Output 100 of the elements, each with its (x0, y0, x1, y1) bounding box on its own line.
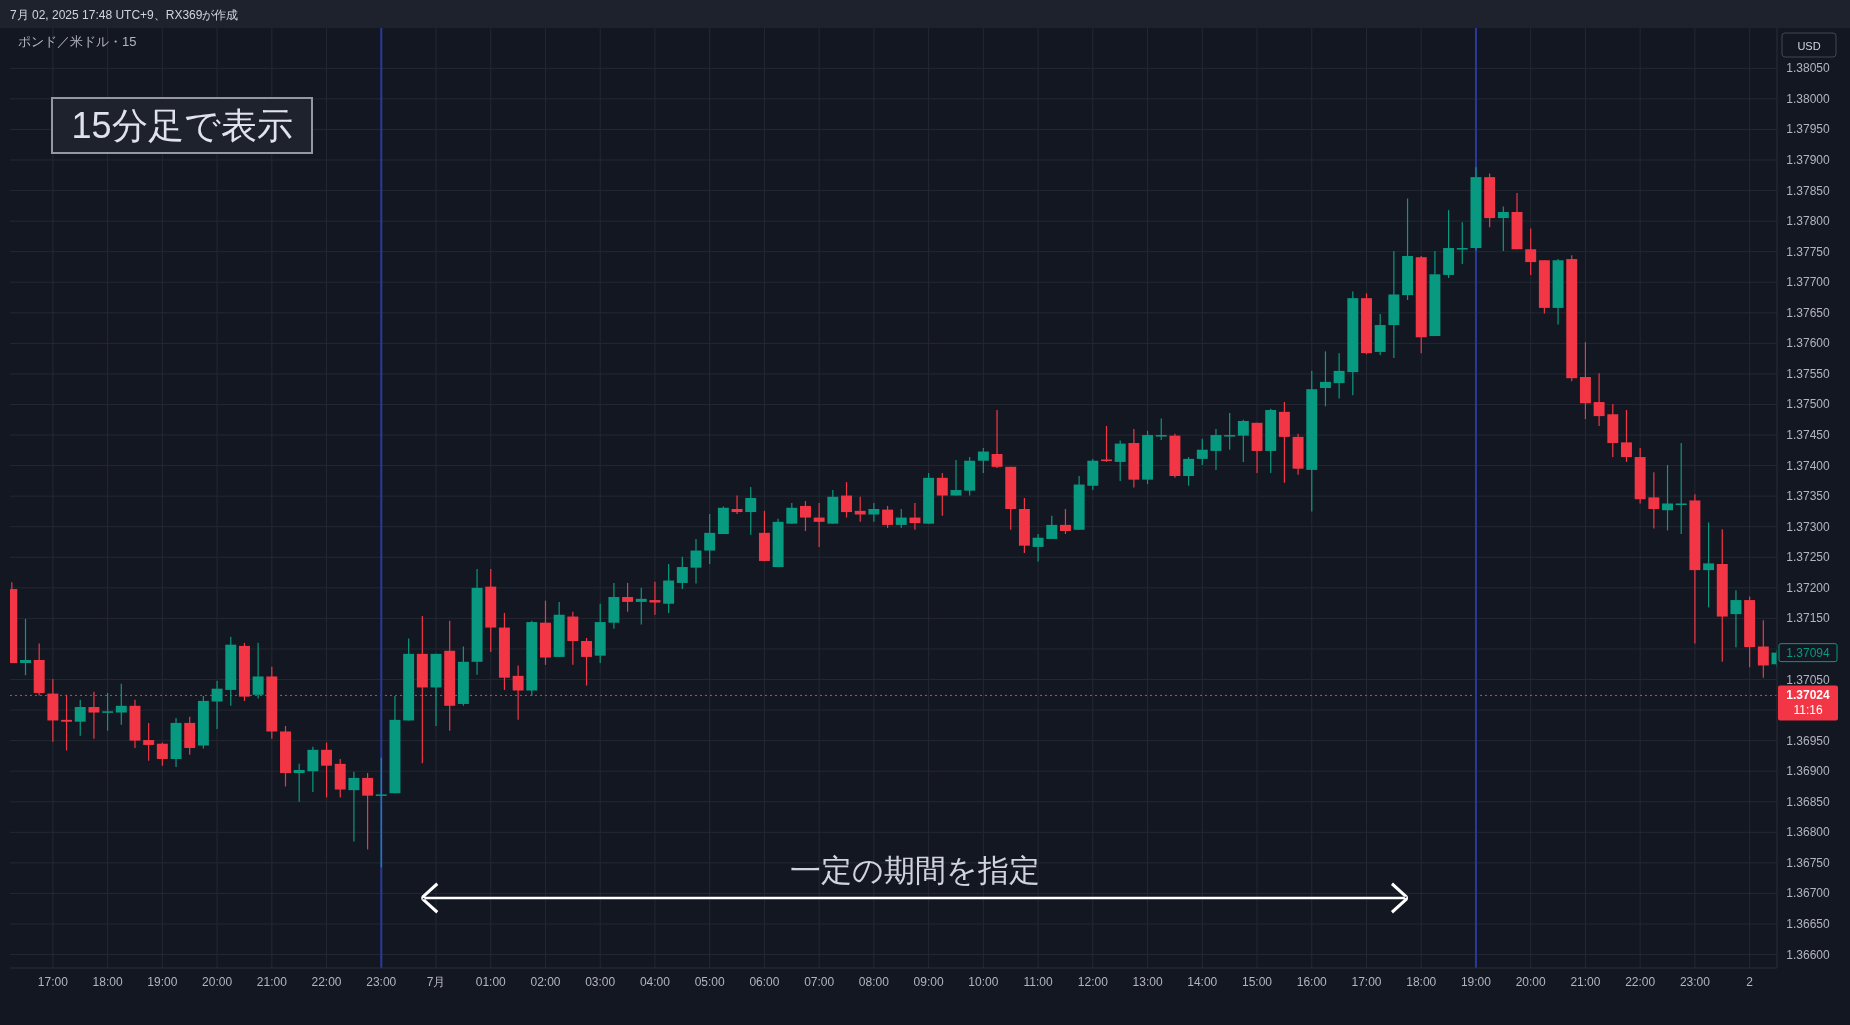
x-tick-label: 07:00 (804, 975, 835, 989)
candlestick (882, 505, 894, 529)
candlestick (1593, 372, 1605, 427)
candlestick (1032, 533, 1044, 563)
y-tick-label: 1.37800 (1786, 214, 1831, 229)
y-tick-label: 1.37950 (1786, 122, 1831, 137)
x-tick-label: 13:00 (1132, 975, 1163, 989)
x-tick-label: 04:00 (639, 975, 671, 989)
candlestick (1703, 521, 1715, 608)
candlestick (1497, 205, 1509, 252)
candlestick (1456, 221, 1468, 265)
x-tick-label: 20:00 (202, 975, 233, 989)
candlestick (731, 494, 743, 515)
y-tick-label: 1.36750 (1786, 855, 1831, 870)
x-tick-label: 22:00 (311, 975, 342, 989)
y-tick-label: 1.37550 (1786, 366, 1831, 381)
candlestick (1333, 352, 1345, 399)
x-tick-label: 01:00 (475, 975, 507, 989)
candlestick (1101, 425, 1112, 463)
candlestick (348, 771, 360, 843)
y-tick-label: 1.38050 (1786, 61, 1831, 76)
x-tick-label: 21:00 (1570, 975, 1601, 989)
candlestick (293, 763, 305, 803)
x-tick-label: 12:00 (1077, 975, 1109, 989)
x-tick-label: 7月 (426, 975, 446, 989)
candlestick (950, 459, 962, 497)
candlestick (102, 692, 114, 732)
candlestick (936, 472, 948, 517)
y-tick-label: 1.37400 (1786, 458, 1831, 473)
x-tick-label: 15:00 (1242, 975, 1273, 989)
x-tick-label: 06:00 (749, 975, 780, 989)
candlestick (1525, 227, 1537, 276)
y-tick-label: 1.38000 (1786, 91, 1831, 106)
candlestick (909, 502, 921, 531)
y-tick-label: 1.36600 (1786, 947, 1831, 962)
y-tick-label: 1.36800 (1786, 825, 1831, 840)
y-tick-label: 1.37200 (1786, 580, 1831, 595)
x-tick-label: 19:00 (147, 975, 178, 989)
y-tick-label: 1.36900 (1786, 764, 1831, 779)
x-tick-label: 05:00 (694, 975, 726, 989)
x-tick-label: 20:00 (1515, 975, 1547, 989)
candlestick (1155, 417, 1167, 441)
y-tick-label: 1.37450 (1786, 428, 1831, 443)
candlestick (1196, 438, 1208, 466)
x-tick-label: 17:00 (37, 975, 69, 989)
candlestick (813, 502, 825, 548)
x-tick-label: 16:00 (1296, 975, 1328, 989)
x-tick-label: 03:00 (585, 975, 616, 989)
y-tick-label: 1.37150 (1786, 611, 1831, 626)
y-tick-label: 1.37350 (1786, 489, 1831, 504)
candlestick (211, 680, 223, 730)
x-tick-label: 10:00 (968, 975, 999, 989)
x-tick-label: 23:00 (1679, 975, 1711, 989)
candlestick (841, 481, 852, 519)
candlestick (581, 637, 593, 687)
candlestick (1183, 456, 1195, 487)
x-tick-label: 08:00 (858, 975, 890, 989)
y-tick-label: 1.36850 (1786, 794, 1831, 809)
candlestick (115, 683, 127, 726)
y-tick-label: 1.37750 (1786, 244, 1831, 259)
y-tick-label: 1.37500 (1786, 397, 1831, 412)
y-tick-label: 1.37900 (1786, 153, 1831, 168)
candlestick (321, 741, 333, 799)
candlestick (1059, 508, 1071, 535)
candlestick (20, 618, 31, 676)
y-tick-label: 1.37850 (1786, 183, 1831, 198)
candlestick (745, 486, 757, 536)
x-tick-label: 18:00 (1406, 975, 1437, 989)
y-tick-label: 1.37300 (1786, 519, 1831, 534)
x-tick-label: 14:00 (1187, 975, 1218, 989)
x-tick-label: 19:00 (1460, 975, 1492, 989)
y-tick-label: 1.36950 (1786, 733, 1831, 748)
candlestick (991, 409, 1003, 469)
candlestick (362, 772, 374, 851)
candlestick (74, 699, 86, 737)
x-tick-label: 22:00 (1625, 975, 1656, 989)
y-tick-label: 1.37650 (1786, 305, 1831, 320)
y-tick-label: 1.36650 (1786, 916, 1831, 931)
candlestick (1319, 350, 1331, 407)
text: ポンド／米ドル・15 (18, 34, 137, 49)
candlestick (156, 741, 168, 767)
x-tick-label: 11:00 (1023, 975, 1053, 989)
y-tick-label: 1.37600 (1786, 336, 1831, 351)
y-tick-label: 1.37250 (1786, 550, 1831, 565)
candlestick (1237, 419, 1249, 463)
x-tick-label: 18:00 (92, 975, 123, 989)
x-tick-label: 02:00 (530, 975, 561, 989)
chart-title: 7月 02, 2025 17:48 UTC+9、RX369が作成 (10, 8, 239, 22)
candlestick (1730, 589, 1742, 648)
candlestick (786, 502, 798, 525)
candlestick (663, 563, 675, 614)
y-tick-label: 1.37700 (1786, 275, 1831, 290)
candlestick (1210, 428, 1222, 471)
candlestick (1621, 409, 1632, 463)
annotation: 1.37094 (1786, 645, 1831, 660)
candlestick (1114, 439, 1126, 482)
candlestick (800, 500, 811, 532)
candlestick (676, 556, 688, 590)
candlestick (252, 642, 264, 700)
x-tick-label: 23:00 (366, 975, 397, 989)
